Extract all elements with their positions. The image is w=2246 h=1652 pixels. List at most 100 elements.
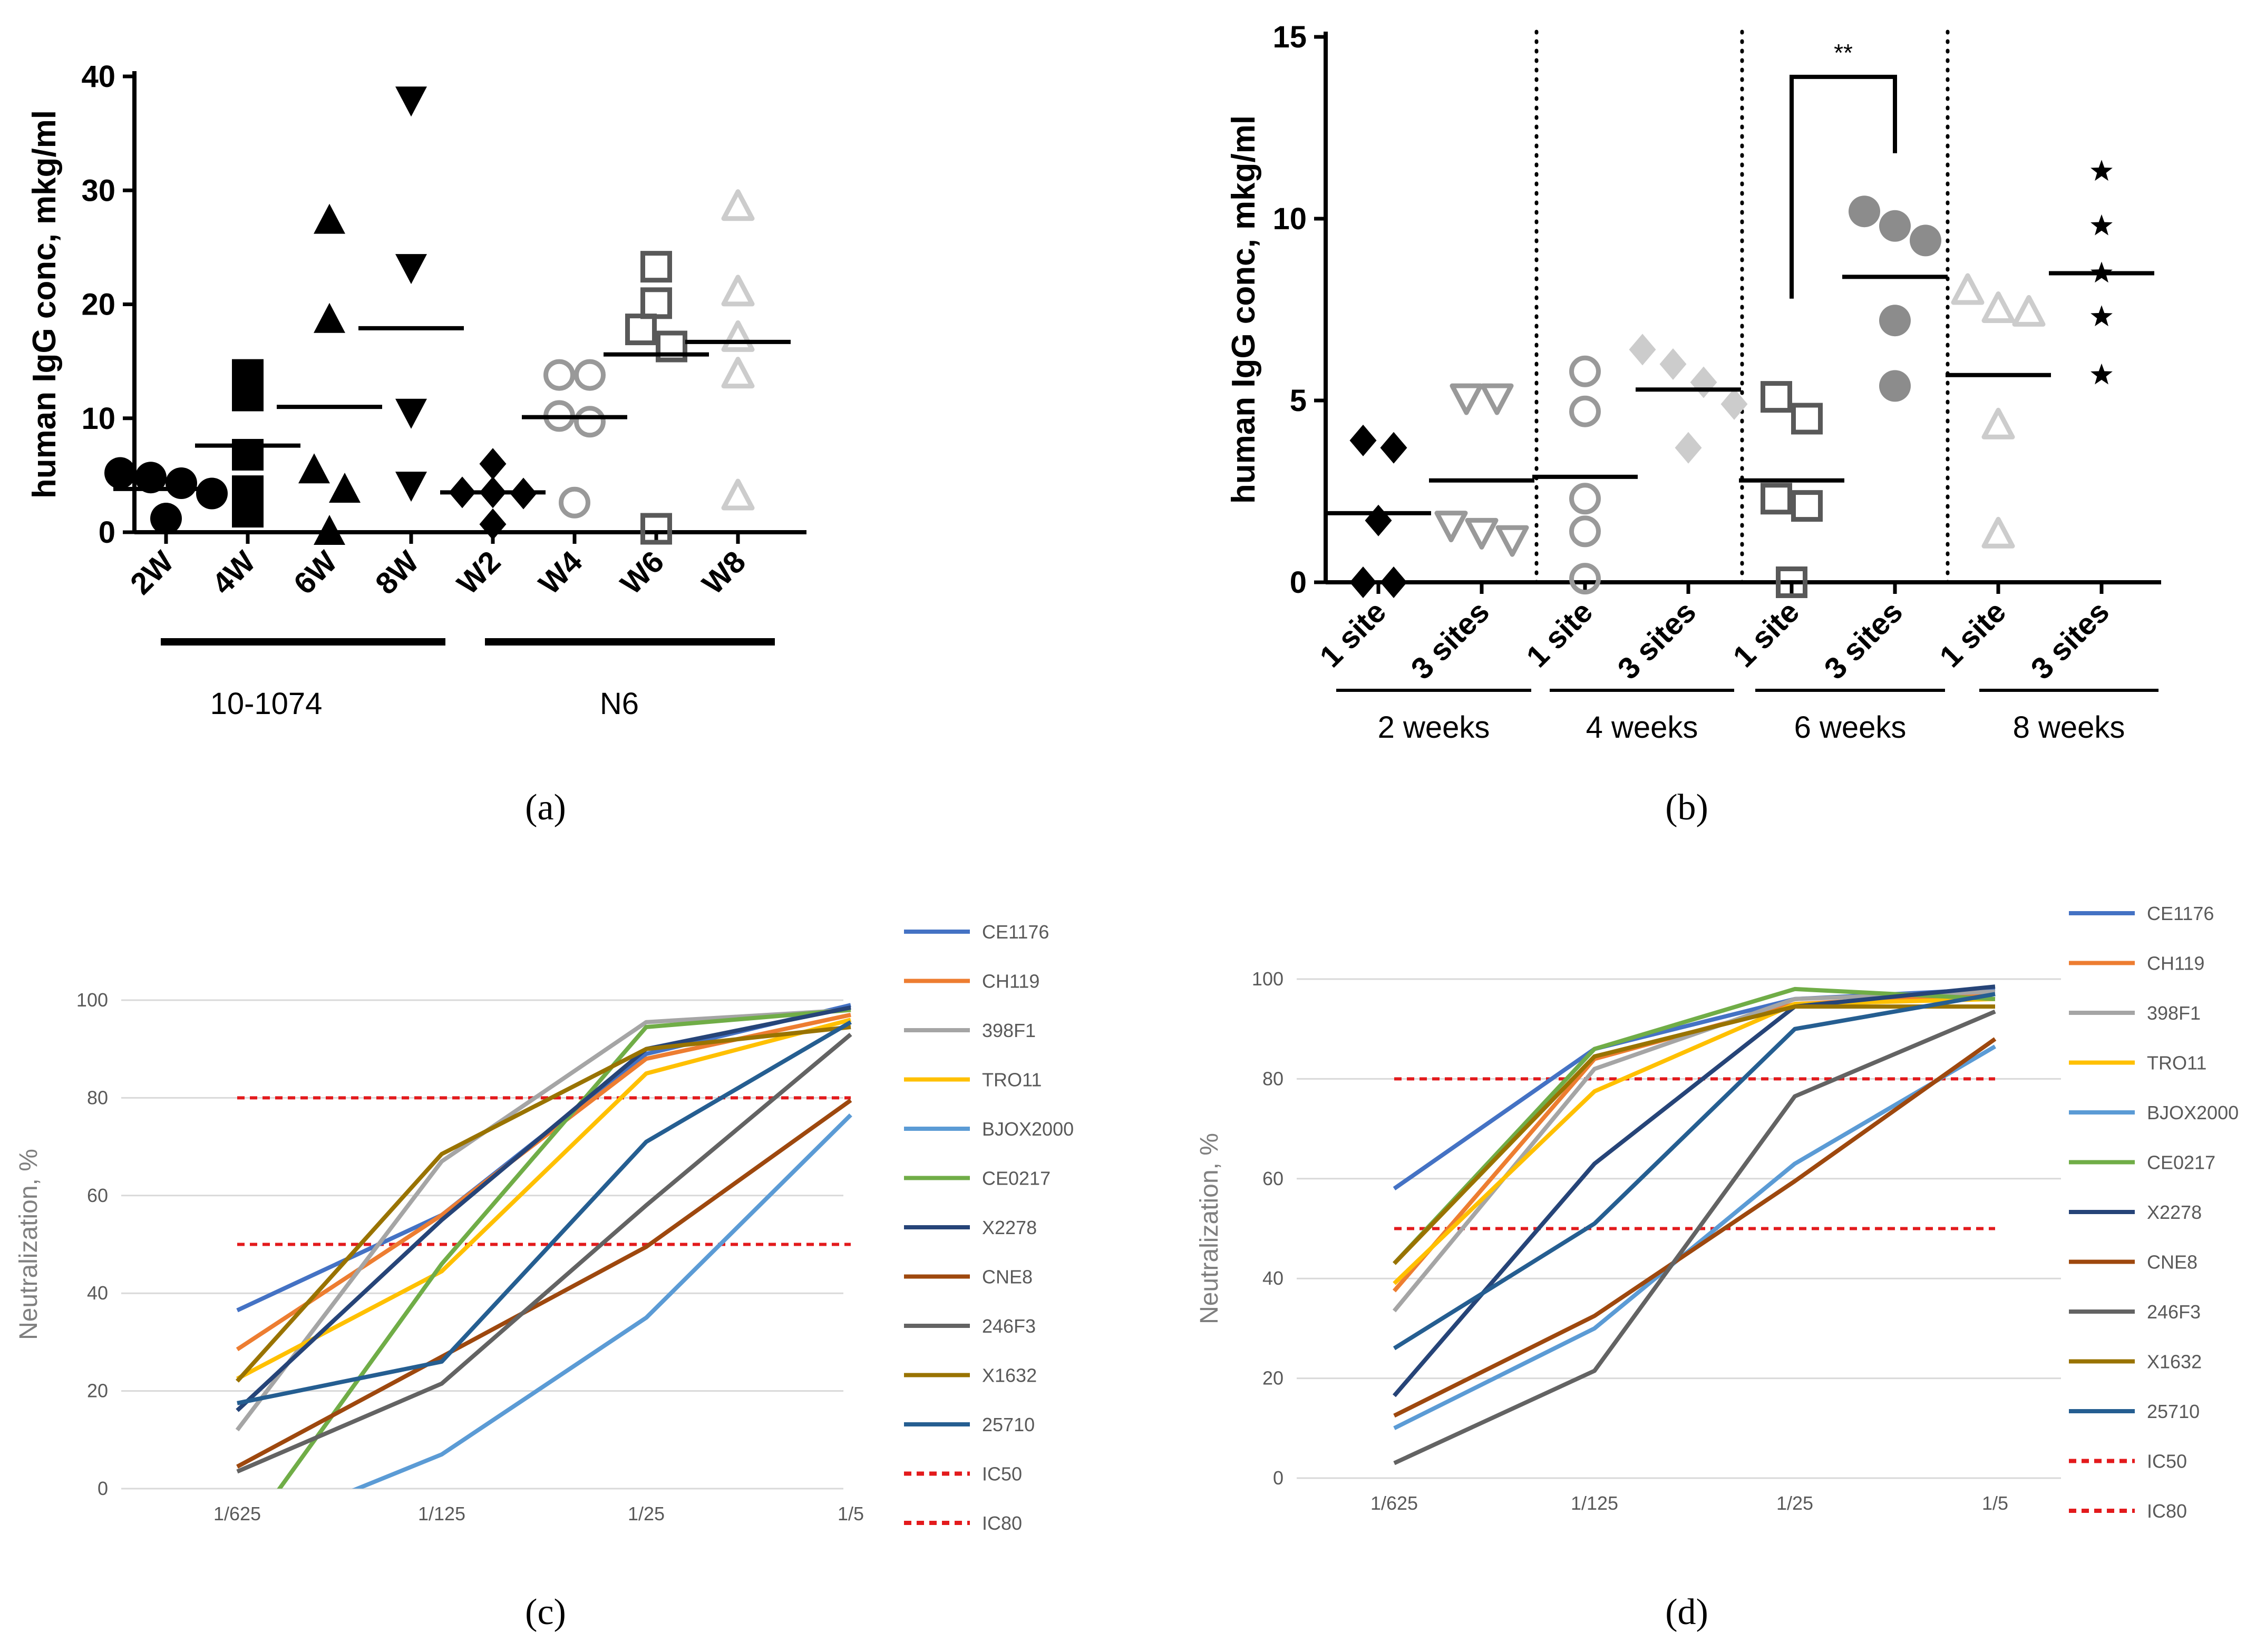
x-tick-label: 6W <box>287 544 344 601</box>
legend-item: BJOX2000 <box>904 1118 1074 1140</box>
data-point <box>1349 566 1377 598</box>
x-tick-label: 3 sites <box>1405 594 1496 686</box>
legend-label: 246F3 <box>982 1315 1036 1337</box>
legend-label: CH119 <box>2147 953 2204 974</box>
group-label: 6 weeks <box>1794 710 1907 745</box>
data-point <box>559 486 590 519</box>
data-point <box>2091 363 2113 385</box>
x-tick-label: 1/5 <box>1982 1492 2008 1514</box>
y-tick-label: 15 <box>1272 20 1307 54</box>
legend-label: X2278 <box>2147 1201 2202 1223</box>
legend-label: X1632 <box>2147 1351 2202 1373</box>
legend-label: CE0217 <box>982 1168 1051 1189</box>
data-point <box>656 330 687 363</box>
data-point <box>574 406 606 438</box>
data-point <box>1791 490 1823 522</box>
data-point <box>1761 381 1792 413</box>
legend-label: TRO11 <box>2147 1052 2206 1074</box>
data-point <box>721 357 755 389</box>
data-point <box>1569 483 1601 515</box>
legend-label: CH119 <box>982 971 1039 992</box>
legend-label: TRO11 <box>982 1069 1042 1091</box>
y-tick-label: 60 <box>87 1185 108 1206</box>
x-tick-label: 1 site <box>1933 594 2012 674</box>
data-point <box>721 320 755 352</box>
x-tick-label: W4 <box>532 544 589 601</box>
panel-label-d: (d) <box>1665 1592 1708 1633</box>
data-point <box>1675 432 1702 464</box>
y-tick-label: 0 <box>98 1478 108 1499</box>
group-label: 4 weeks <box>1586 710 1698 745</box>
legend-label: CE0217 <box>2147 1152 2215 1174</box>
series-line-tro11 <box>1393 996 1996 1285</box>
data-point <box>1380 566 1407 598</box>
group-label: 2 weeks <box>1378 710 1490 745</box>
legend-item: X2278 <box>904 1217 1037 1238</box>
data-point <box>329 472 361 503</box>
x-tick-label: W6 <box>614 544 670 601</box>
y-tick-label: 30 <box>81 173 115 208</box>
y-tick-label: 10 <box>81 402 115 436</box>
panel-label-b: (b) <box>1665 787 1708 828</box>
legend-item: 25710 <box>2069 1401 2200 1422</box>
legend-label: BJOX2000 <box>2147 1102 2239 1123</box>
data-point <box>479 508 507 540</box>
data-point <box>395 472 427 502</box>
data-point <box>314 515 345 545</box>
panel-label-c: (c) <box>525 1592 566 1633</box>
legend-item: BJOX2000 <box>2069 1102 2239 1123</box>
series-line-tro11 <box>236 1018 852 1381</box>
x-tick-label: 4W <box>206 544 262 601</box>
data-point <box>314 203 345 234</box>
y-tick-label: 20 <box>81 288 115 322</box>
legend-item: TRO11 <box>2069 1052 2206 1074</box>
data-point <box>1776 566 1807 598</box>
y-tick-label: 5 <box>1290 384 1307 418</box>
data-point <box>1879 305 1911 337</box>
y-tick-label: 100 <box>76 989 108 1011</box>
data-point <box>1910 224 1941 257</box>
legend-label: IC50 <box>2147 1451 2187 1472</box>
legend-item: IC50 <box>2069 1451 2187 1472</box>
x-tick-label: 8W <box>369 544 426 601</box>
data-point <box>1720 388 1748 420</box>
significance-bracket <box>1790 74 1897 299</box>
data-point <box>479 448 507 480</box>
legend-item: CE1176 <box>2069 903 2214 924</box>
legend-item: IC50 <box>904 1463 1022 1485</box>
plot-area <box>235 1003 852 1489</box>
data-point <box>1569 563 1601 595</box>
x-tick-label: 2W <box>124 544 181 601</box>
data-point <box>2091 305 2113 327</box>
x-tick-label: 3 sites <box>1818 594 1910 686</box>
chart-d: 0 20 40 60 80 100 1/625 1/125 1/25 1/5 Neutralizat… <box>1195 903 2239 1522</box>
panel-label-a: (a) <box>525 787 566 828</box>
legend-item: 246F3 <box>904 1315 1036 1337</box>
x-tick-label: W8 <box>696 544 752 601</box>
data-point <box>1434 511 1468 543</box>
legend-item: CE0217 <box>2069 1152 2215 1174</box>
x-tick-label: 1 site <box>1726 594 1806 674</box>
legend-label: IC80 <box>2147 1500 2187 1522</box>
y-axis-label: human IgG conc, mkg/ml <box>1226 115 1262 504</box>
legend-item: X1632 <box>904 1365 1037 1386</box>
legend-label: 25710 <box>982 1414 1035 1435</box>
y-axis-label: Neutralization, % <box>15 1149 43 1340</box>
data-point <box>640 251 672 283</box>
data-point <box>1569 355 1601 387</box>
series-line-398f1 <box>235 1008 851 1432</box>
series-line-246f3 <box>236 1032 852 1474</box>
data-point <box>1450 383 1483 415</box>
legend-item: X1632 <box>2069 1351 2202 1373</box>
series-line-ch119 <box>236 1012 851 1352</box>
series-line-ce0217 <box>1393 986 1996 1265</box>
y-tick-label: 40 <box>81 60 115 94</box>
y-tick-label: 20 <box>1262 1367 1284 1389</box>
data-point <box>721 275 755 307</box>
legend-label: X1632 <box>982 1365 1037 1386</box>
legend-item: IC80 <box>2069 1500 2187 1522</box>
legend-item: CE1176 <box>904 921 1049 943</box>
legend-label: 398F1 <box>2147 1002 2201 1024</box>
series-line-x2278 <box>1392 984 1996 1397</box>
